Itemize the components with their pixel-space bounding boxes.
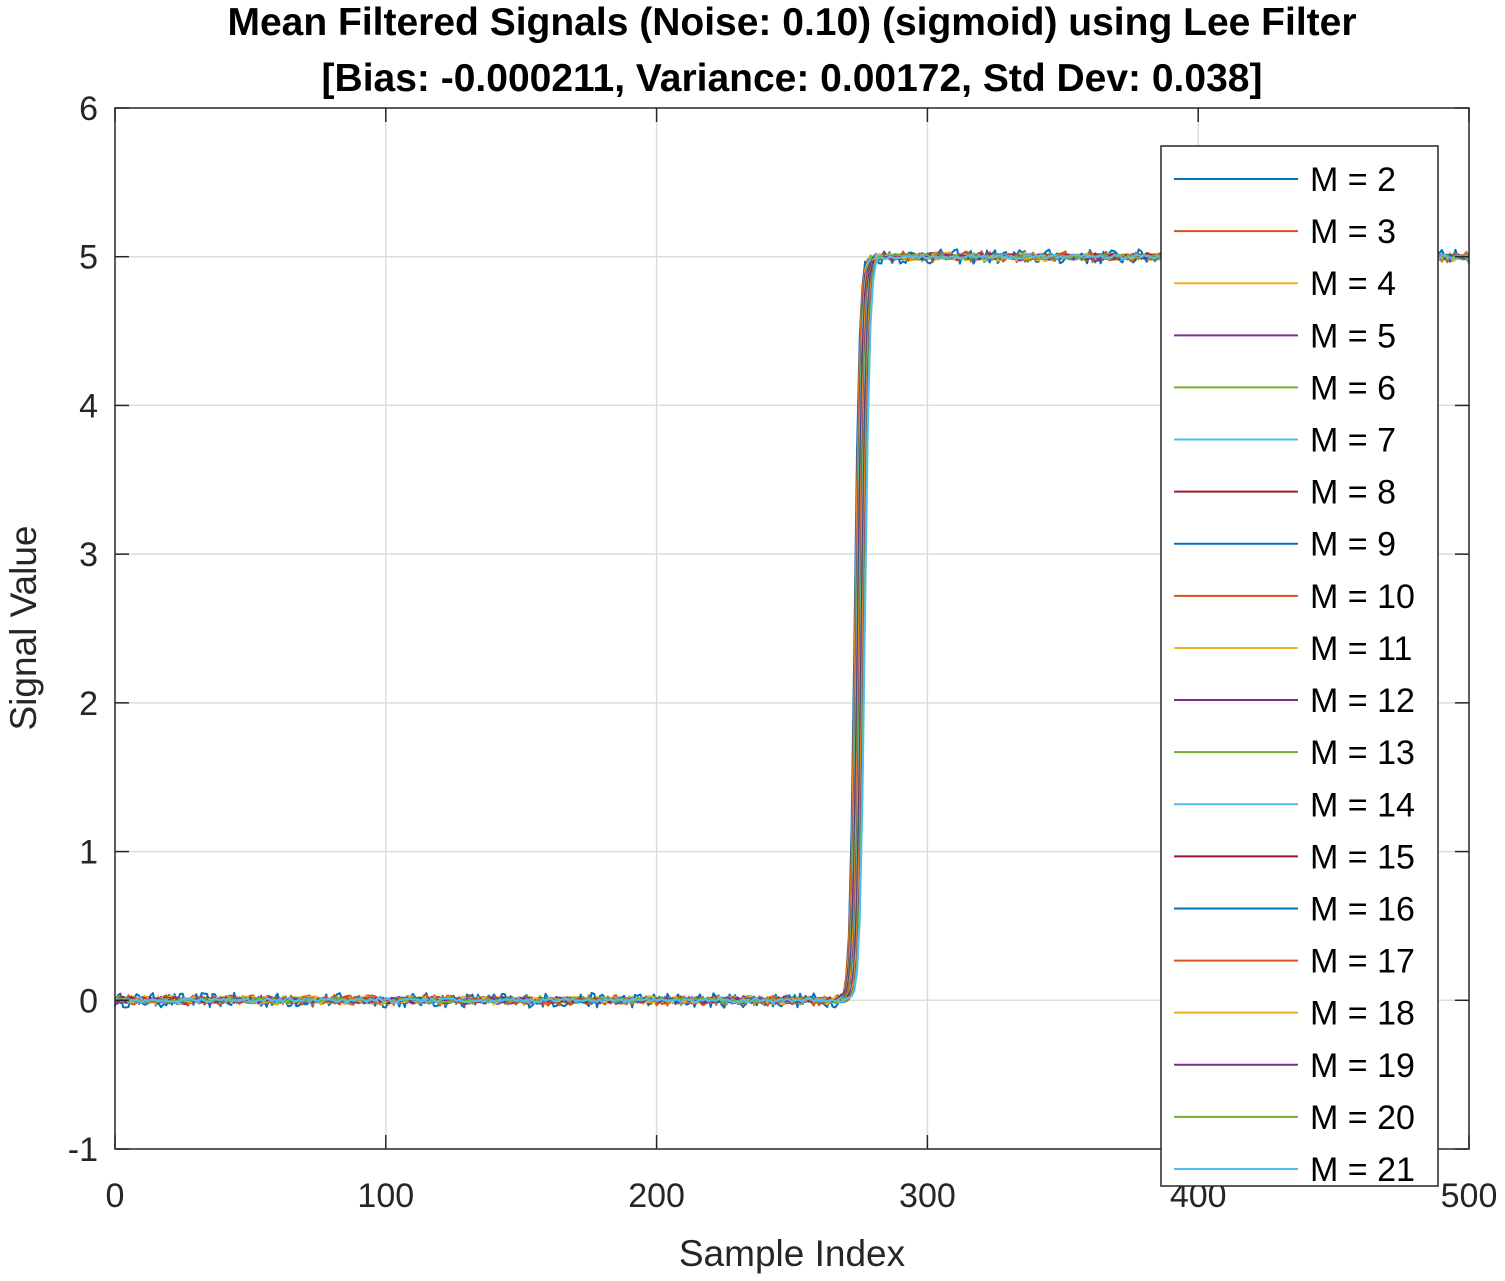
chart-title: Mean Filtered Signals (Noise: 0.10) (sig… [227, 1, 1356, 44]
y-tick-label: 3 [79, 536, 98, 574]
y-tick-label: 1 [79, 834, 98, 872]
legend-entry-label: M = 17 [1310, 943, 1415, 981]
legend-entry-label: M = 3 [1310, 213, 1396, 251]
legend-entry-label: M = 19 [1310, 1047, 1415, 1085]
y-tick-label: 5 [79, 239, 98, 277]
legend-entry-label: M = 11 [1310, 630, 1412, 668]
legend-entry-label: M = 2 [1310, 161, 1396, 199]
x-axis-label: Sample Index [679, 1233, 906, 1274]
x-tick-label: 200 [628, 1177, 685, 1215]
axes-box [114, 107, 1470, 1150]
chart-subtitle: [Bias: -0.000211, Variance: 0.00172, Std… [322, 57, 1263, 100]
legend-entry-label: M = 6 [1310, 369, 1396, 407]
x-tick-label: 500 [1441, 1177, 1498, 1215]
y-tick-label: 2 [79, 685, 98, 723]
legend-entry-label: M = 9 [1310, 526, 1396, 564]
legend[interactable]: M = 2 M = 3 M = 4 M = 5 M = 6 M = 7 M = 8 M = 9… [1160, 145, 1439, 1189]
legend-entry-label: M = 15 [1310, 838, 1415, 876]
legend-entry-label: M = 12 [1310, 682, 1415, 720]
legend-entry-label: M = 10 [1310, 578, 1415, 616]
legend-entry-label: M = 20 [1310, 1099, 1415, 1137]
legend-entry-label: M = 4 [1310, 265, 1396, 303]
legend-entry-label: M = 8 [1310, 474, 1396, 512]
x-tick-label: 300 [899, 1177, 956, 1215]
legend-entry-label: M = 18 [1310, 995, 1415, 1033]
legend-entry-label: M = 13 [1310, 734, 1415, 772]
legend-entry-label: M = 14 [1310, 786, 1415, 824]
y-tick-label: 6 [79, 90, 98, 128]
legend-entry-label: M = 16 [1310, 890, 1415, 928]
legend-entry-label: M = 21 [1310, 1151, 1415, 1189]
legend-entry-label: M = 5 [1310, 317, 1396, 355]
x-tick-label: 100 [357, 1177, 414, 1215]
y-axis-label: Signal Value [3, 525, 44, 730]
legend-entry-label: M = 7 [1310, 422, 1396, 460]
y-tick-label: -1 [68, 1131, 98, 1169]
y-tick-label: 0 [79, 982, 98, 1020]
y-tick-label: 4 [79, 387, 98, 425]
x-tick-label: 0 [106, 1177, 125, 1215]
